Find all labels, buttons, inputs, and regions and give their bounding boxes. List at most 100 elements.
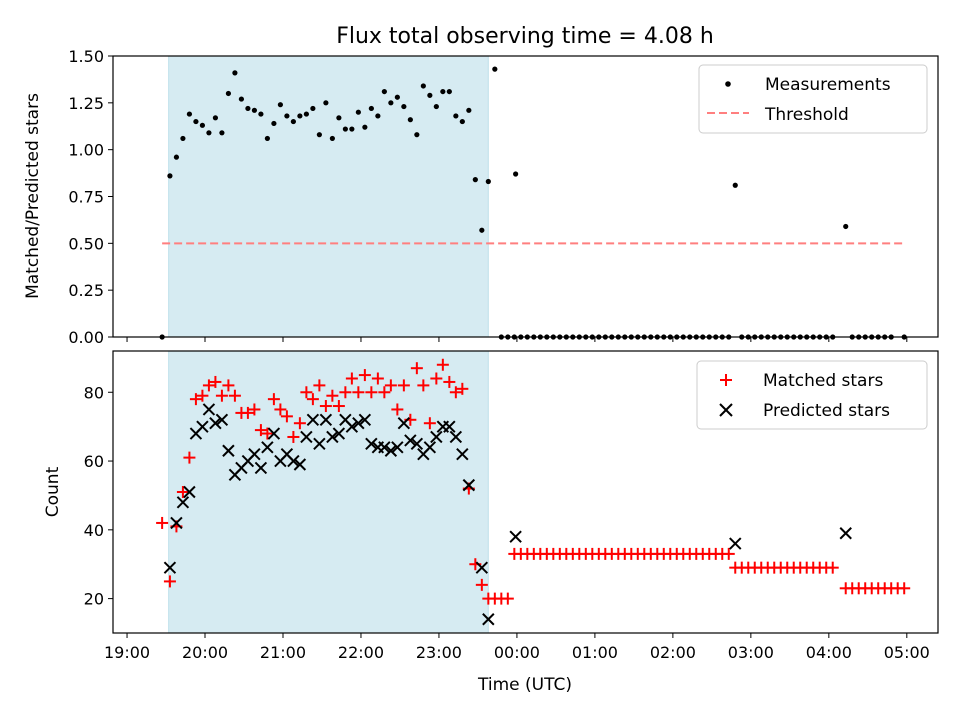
matched-star-marker bbox=[326, 389, 339, 402]
chart-title: Flux total observing time = 4.08 h bbox=[336, 24, 714, 49]
measurement-point bbox=[349, 126, 355, 132]
predicted-star-marker bbox=[267, 427, 281, 440]
predicted-star-marker bbox=[215, 413, 229, 426]
matched-star-marker bbox=[248, 403, 261, 416]
predicted-star-marker bbox=[430, 430, 443, 444]
matched-star-marker bbox=[156, 516, 169, 529]
matched-star-marker bbox=[384, 379, 397, 392]
measurement-point bbox=[323, 100, 329, 106]
matched-star-marker bbox=[378, 386, 391, 399]
measurement-point bbox=[186, 111, 193, 117]
measurement-point bbox=[420, 83, 426, 89]
matched-star-marker bbox=[339, 386, 352, 399]
predicted-star-marker bbox=[287, 454, 300, 468]
predicted-star-marker bbox=[293, 458, 307, 471]
predicted-star-marker bbox=[170, 516, 183, 530]
predicted-star-marker bbox=[839, 527, 852, 540]
measurement-point bbox=[433, 103, 439, 110]
matched-star-marker bbox=[436, 358, 449, 371]
x-tick-label: 23:00 bbox=[416, 643, 462, 662]
measurement-point bbox=[238, 96, 245, 102]
matched-star-marker bbox=[826, 561, 839, 574]
matched-star-marker bbox=[189, 393, 202, 406]
measurement-point bbox=[284, 113, 290, 119]
predicted-star-marker bbox=[475, 561, 489, 574]
x-tick-label: 22:00 bbox=[338, 643, 384, 662]
matched-star-marker bbox=[423, 417, 436, 430]
legend-marker-matched bbox=[720, 374, 732, 386]
measurement-point bbox=[513, 171, 519, 177]
matched-star-marker bbox=[274, 403, 287, 416]
measurement-point bbox=[297, 113, 303, 119]
measurement-point bbox=[180, 135, 186, 142]
matched-star-marker bbox=[215, 389, 228, 402]
matched-star-marker bbox=[449, 386, 462, 399]
predicted-star-marker bbox=[163, 561, 177, 574]
predicted-star-marker bbox=[449, 430, 463, 444]
matched-star-marker bbox=[365, 386, 378, 399]
x-tick-label: 19:00 bbox=[104, 643, 150, 662]
measurements-panel: Flux total observing time = 4.08 h Match… bbox=[23, 24, 939, 347]
top-legend-box bbox=[698, 64, 928, 134]
measurement-point bbox=[251, 107, 257, 113]
measurement-point bbox=[342, 126, 348, 132]
matched-star-marker bbox=[898, 582, 911, 595]
legend-label-measurements: Measurements bbox=[765, 75, 891, 95]
measurement-point bbox=[193, 118, 199, 125]
measurement-point bbox=[459, 118, 465, 125]
matched-star-marker bbox=[300, 386, 313, 399]
matched-star-marker bbox=[358, 369, 371, 382]
measurement-point bbox=[316, 132, 322, 138]
matched-star-marker bbox=[209, 375, 222, 388]
matched-star-marker bbox=[261, 427, 274, 440]
measurement-point bbox=[492, 66, 498, 72]
legend-label-matched: Matched stars bbox=[763, 371, 883, 391]
bottom-y-tick-label: 20 bbox=[84, 590, 104, 609]
predicted-star-marker bbox=[391, 441, 404, 454]
predicted-star-marker bbox=[209, 417, 222, 430]
predicted-star-marker bbox=[345, 420, 359, 433]
matched-star-marker bbox=[196, 389, 209, 402]
predicted-star-marker bbox=[196, 420, 209, 433]
matched-star-marker bbox=[202, 379, 215, 392]
top-y-tick-label: 0.25 bbox=[68, 281, 104, 300]
measurement-point bbox=[329, 135, 335, 142]
measurement-point bbox=[212, 115, 219, 121]
predicted-star-marker bbox=[423, 441, 437, 454]
top-y-tick-label: 0.75 bbox=[68, 188, 104, 207]
measurement-point bbox=[414, 132, 420, 138]
matched-star-marker bbox=[722, 547, 735, 560]
matched-star-marker bbox=[267, 393, 280, 406]
measurement-point bbox=[310, 105, 316, 112]
measurement-point bbox=[440, 88, 446, 95]
measurement-point bbox=[206, 130, 212, 136]
measurement-point bbox=[232, 70, 238, 76]
matched-star-marker bbox=[254, 424, 267, 437]
matched-star-marker bbox=[391, 403, 404, 416]
measurement-point bbox=[381, 88, 387, 95]
measurement-point bbox=[453, 113, 459, 119]
matched-star-marker bbox=[313, 379, 326, 392]
top-y-tick-label: 1.50 bbox=[68, 47, 104, 66]
matched-star-marker bbox=[228, 389, 241, 402]
x-tick-label: 05:00 bbox=[884, 643, 930, 662]
predicted-star-marker bbox=[358, 413, 372, 426]
matched-star-marker bbox=[443, 375, 456, 388]
predicted-star-marker bbox=[365, 437, 378, 451]
matched-star-marker bbox=[352, 386, 365, 399]
matched-star-marker bbox=[475, 578, 488, 591]
measurement-point bbox=[479, 227, 485, 233]
matched-star-marker bbox=[176, 486, 189, 498]
predicted-star-marker bbox=[248, 447, 261, 461]
legend-marker-measurements bbox=[725, 81, 731, 87]
matched-star-marker bbox=[293, 417, 306, 430]
matched-star-marker bbox=[397, 379, 410, 392]
predicted-star-marker bbox=[176, 496, 190, 509]
measurement-point bbox=[362, 124, 368, 130]
predicted-star-marker bbox=[183, 485, 196, 499]
predicted-star-marker bbox=[443, 420, 456, 433]
predicted-star-marker bbox=[306, 413, 320, 426]
bottom-legend: Matched stars Predicted stars bbox=[696, 360, 928, 430]
measurement-point bbox=[472, 177, 478, 183]
matched-star-marker bbox=[183, 451, 196, 464]
